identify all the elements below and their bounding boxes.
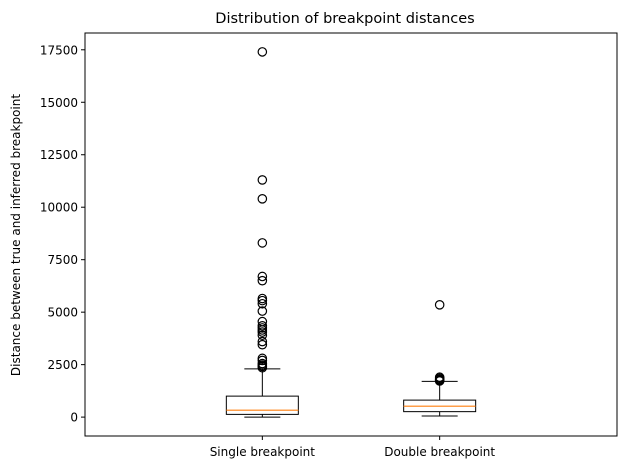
y-axis-label: Distance between true and inferred break… [9,94,23,376]
outlier-point [257,175,268,185]
y-tick-label: 17500 [40,43,78,57]
outlier-point [257,271,268,282]
x-tick-label: Single breakpoint [210,445,316,459]
y-tick-label: 15000 [40,96,78,110]
y-tick-label: 10000 [40,201,78,215]
outlier-point [257,298,268,309]
x-tick-label: Double breakpoint [384,445,495,459]
outlier-point [257,293,268,304]
outlier-point [257,339,268,350]
outlier-point [257,316,268,327]
outlier-point [434,300,445,310]
y-tick-label: 12500 [40,148,78,162]
outlier-point [434,372,445,383]
plot-area: 0 2500 5000 7500 10000 12500 15000 17500 Single … [40,32,618,459]
outlier-point [257,194,268,204]
chart-title: Distribution of breakpoint distances [215,11,474,27]
outlier-point [257,306,268,316]
outlier-point [257,358,268,369]
outlier-point [257,47,268,57]
y-tick-label: 7500 [47,253,78,267]
outlier-point [257,238,268,248]
y-tick-label: 5000 [47,306,78,320]
y-tick-label: 2500 [47,358,78,372]
outlier-point [257,321,268,331]
outlier-point [257,330,268,341]
outlier-point [257,336,268,347]
plot-frame [84,32,618,437]
y-tick-label: 0 [70,411,78,425]
box [225,395,299,415]
outlier-point [257,353,268,364]
outlier-point [257,275,268,286]
